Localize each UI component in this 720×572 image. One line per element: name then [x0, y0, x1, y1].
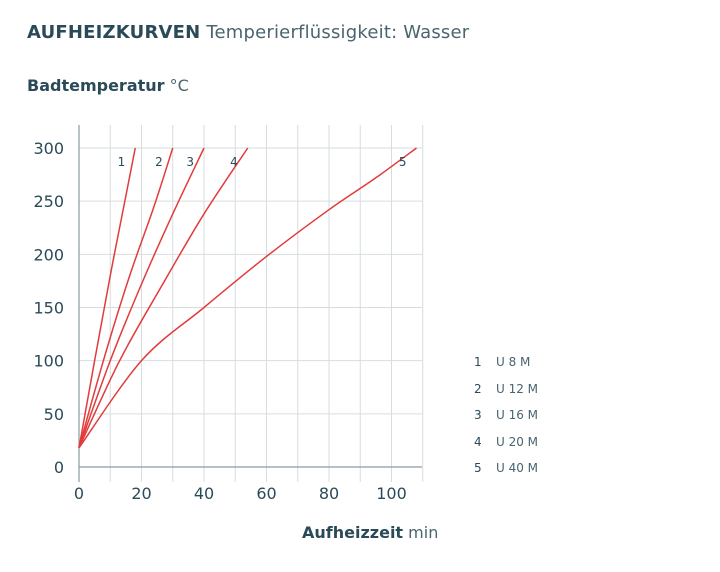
chart-subtitle: Temperierflüssigkeit: Wasser [206, 22, 470, 43]
series-number-label-4: 4 [230, 155, 238, 169]
x-axis-label-unit: min [408, 523, 439, 542]
legend-item: 2 U 12 M [474, 376, 538, 403]
x-axis-label-text: Aufheizzeit [302, 523, 404, 542]
y-axis-label-text: Badtemperatur [27, 76, 165, 95]
y-axis-label: Badtemperatur °C [27, 76, 189, 95]
series-number-label-1: 1 [118, 155, 126, 169]
y-tick-label: 150 [33, 299, 64, 318]
series-line-1 [78, 147, 136, 448]
series-line-2 [78, 147, 174, 449]
series-line-4 [78, 147, 249, 449]
legend-item: 1 U 8 M [474, 349, 538, 376]
y-tick-label: 100 [33, 352, 64, 371]
series-number-label-5: 5 [399, 155, 407, 169]
series-line-5 [78, 147, 417, 449]
legend-item-number: 3 [474, 408, 482, 423]
y-tick-label: 200 [33, 245, 64, 264]
legend-item-label: U 40 M [496, 461, 539, 476]
x-tick-label: 20 [131, 484, 151, 503]
legend-item-label: U 12 M [496, 381, 539, 396]
chart-title: AUFHEIZKURVEN Temperierflüssigkeit: Wass… [27, 22, 469, 43]
legend-item-number: 4 [474, 434, 482, 449]
legend-item: 5 U 40 M [474, 455, 538, 482]
legend-item: 3 U 16 M [474, 402, 538, 429]
legend-item-number: 1 [474, 355, 482, 370]
legend-item-label: U 20 M [496, 434, 539, 449]
y-tick-label: 250 [33, 192, 64, 211]
series-number-label-2: 2 [155, 155, 163, 169]
x-tick-label: 0 [74, 484, 84, 503]
x-axis-label: Aufheizzeit min [302, 523, 438, 542]
series-number-label-3: 3 [186, 155, 194, 169]
legend-item-number: 2 [474, 381, 482, 396]
series-line-3 [78, 147, 205, 449]
x-tick-label: 40 [194, 484, 214, 503]
y-tick-label: 0 [54, 458, 64, 477]
legend-item-number: 5 [474, 461, 482, 476]
x-tick-label: 80 [319, 484, 339, 503]
legend-item: 4 U 20 M [474, 429, 538, 456]
legend: 1 U 8 M 2 U 12 M 3 U 16 M 4 U 20 M 5 U 40 M [474, 349, 538, 482]
legend-item-label: U 8 M [496, 355, 531, 370]
x-tick-label: 60 [256, 484, 276, 503]
legend-item-label: U 16 M [496, 408, 539, 423]
y-tick-label: 50 [44, 405, 64, 424]
x-tick-label: 100 [376, 484, 407, 503]
y-tick-label: 300 [33, 139, 64, 158]
y-axis-label-unit: °C [169, 76, 189, 95]
chart-title-main: AUFHEIZKURVEN [27, 22, 201, 43]
